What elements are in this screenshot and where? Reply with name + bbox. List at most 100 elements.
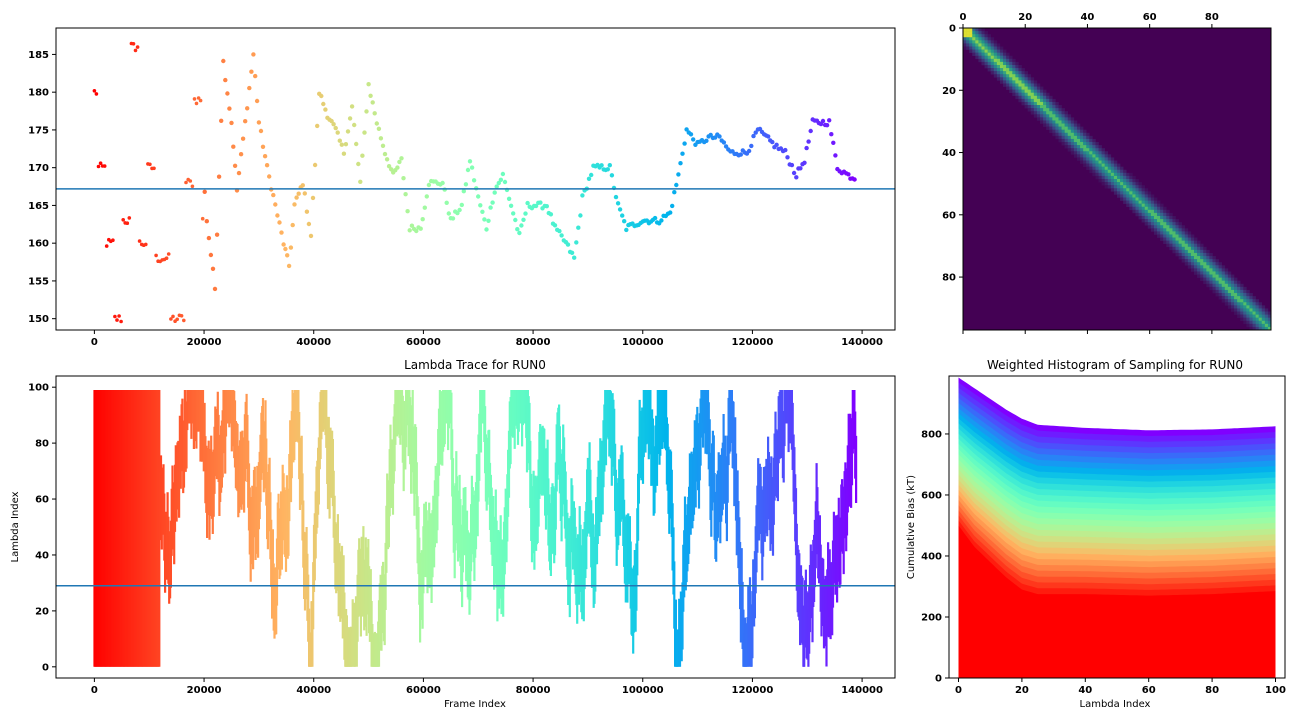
trace-point — [364, 109, 369, 114]
heatmap-cell — [1003, 71, 1007, 75]
heatmap-cell — [1006, 55, 1010, 60]
trace-point — [498, 177, 504, 182]
heatmap-cell — [1101, 154, 1105, 158]
heatmap-cell — [981, 40, 985, 44]
heatmap-cell — [999, 64, 1004, 69]
heatmap-cell — [1224, 268, 1229, 272]
heatmap-cell — [1024, 98, 1028, 103]
trace-point — [137, 239, 142, 243]
heatmap-cell — [1163, 219, 1167, 223]
trace-point — [279, 230, 284, 235]
heatmap-cell — [1120, 188, 1124, 192]
trace-point — [94, 92, 99, 96]
heatmap-cell — [1061, 126, 1065, 130]
heatmap-cell — [1252, 299, 1256, 303]
heatmap-cell — [1117, 172, 1121, 177]
heatmap-cell — [1083, 160, 1087, 164]
heatmap-cell — [1070, 126, 1075, 130]
heatmap-cell — [1058, 120, 1062, 124]
heatmap-cell — [1227, 277, 1232, 281]
trace-point — [463, 182, 469, 187]
heatmap-cell — [993, 64, 998, 69]
heatmap-cell — [1150, 200, 1155, 204]
trace-point — [221, 58, 226, 64]
trace-point — [175, 317, 179, 322]
heatmap-cell — [993, 58, 998, 63]
trace-point — [92, 89, 97, 93]
heatmap-cell — [1076, 138, 1081, 143]
trace-point — [652, 215, 658, 221]
heatmap-cell — [1089, 154, 1093, 158]
heatmap-cell — [1237, 286, 1241, 291]
trace-point — [333, 125, 338, 131]
histogram-y-ticks: 0 200 400 600 800 — [921, 429, 949, 685]
heatmap-cell — [1172, 215, 1176, 220]
y-tick-label: 800 — [921, 429, 942, 440]
trace-point — [804, 145, 809, 151]
heatmap-cell — [1197, 252, 1201, 257]
heatmap-cell — [1061, 120, 1065, 124]
heatmap-cell — [1027, 77, 1032, 81]
heatmap-cell — [1101, 179, 1105, 183]
heatmap-cell — [1240, 286, 1244, 291]
heatmap-cell — [1218, 296, 1223, 300]
heatmap-cell — [1200, 252, 1204, 257]
heatmap-cell — [1040, 111, 1044, 115]
heatmap-cell — [1033, 89, 1038, 94]
heatmap-cell — [1024, 74, 1028, 78]
heatmap-cell — [966, 46, 970, 50]
heatmap-cell — [1153, 215, 1158, 220]
heatmap-cell — [1144, 209, 1149, 214]
heatmap-cell — [1021, 83, 1025, 87]
heatmap-cell — [1267, 314, 1272, 318]
trace-point — [708, 132, 713, 138]
top-trace-frame — [55, 27, 896, 331]
heatmap-cell — [1153, 219, 1158, 223]
heatmap-cell — [1240, 308, 1244, 312]
heatmap-cell — [1147, 206, 1152, 211]
heatmap-cell — [1209, 280, 1213, 285]
heatmap-cell — [990, 43, 995, 47]
heatmap-cell — [1070, 129, 1075, 134]
heatmap-cell — [972, 31, 976, 35]
heatmap-cell — [999, 55, 1004, 60]
heatmap-cell — [1110, 157, 1115, 161]
heatmap-cell — [1187, 262, 1192, 266]
heatmap-cell — [1080, 151, 1084, 155]
heatmap-cell — [1141, 185, 1146, 189]
heatmap-cell — [1009, 64, 1013, 69]
x-tick-label: 80000 — [516, 337, 551, 348]
heatmap-cell — [1178, 243, 1182, 248]
heatmap-cell — [1197, 256, 1201, 260]
heatmap-cell — [1160, 228, 1164, 232]
heatmap-cell — [1033, 83, 1038, 87]
heatmap-cell — [1264, 311, 1269, 315]
trace-point — [424, 194, 429, 199]
heatmap-cell — [1153, 231, 1158, 235]
heatmap-cell — [1150, 225, 1155, 229]
heatmap-cell — [1132, 179, 1136, 183]
trace-point — [405, 209, 410, 214]
heatmap-cell — [1197, 243, 1201, 248]
heatmap-cell — [1070, 148, 1075, 152]
heatmap-cell — [1234, 308, 1238, 312]
heatmap-cell — [1003, 80, 1007, 84]
heatmap-cell — [1206, 259, 1210, 263]
trace-point — [214, 232, 220, 237]
heatmap-cell — [1147, 209, 1152, 214]
heatmap-cell — [1036, 114, 1041, 118]
heatmap-cell — [1052, 129, 1056, 134]
heatmap-cell — [1055, 101, 1059, 106]
heatmap-cell — [1184, 262, 1189, 266]
trace-point — [236, 170, 242, 176]
heatmap-cell — [1190, 268, 1195, 272]
heatmap-cell — [1163, 234, 1167, 238]
trace-point — [382, 151, 388, 157]
heatmap-cell — [978, 55, 982, 60]
heatmap-cell — [1147, 191, 1152, 195]
heatmap-cell — [1095, 169, 1099, 174]
heatmap-cell — [1083, 132, 1087, 137]
heatmap-cell — [1120, 166, 1124, 171]
heatmap-cell — [1058, 129, 1062, 134]
heatmap-cell — [1240, 296, 1244, 300]
